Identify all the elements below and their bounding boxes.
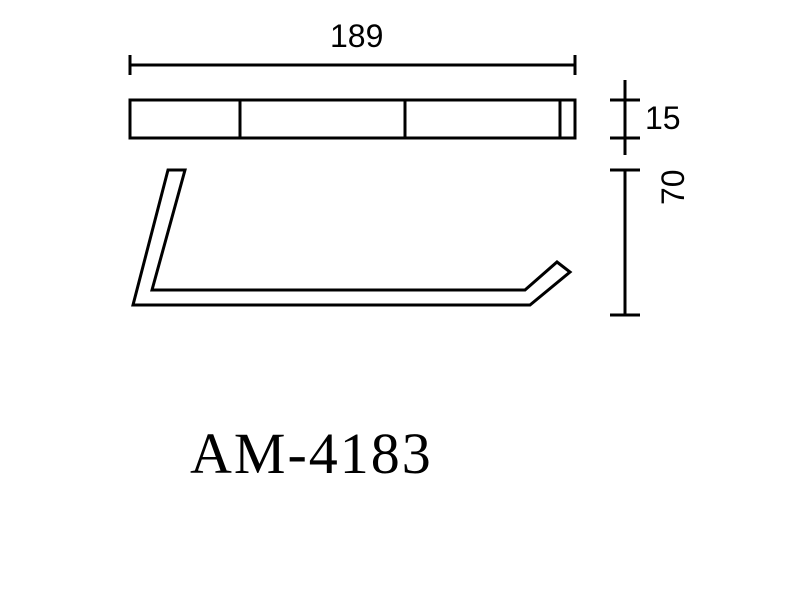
side-view xyxy=(133,170,570,305)
thickness-label: 15 xyxy=(645,100,681,137)
part-number: AM-4183 xyxy=(190,420,433,487)
height-label: 70 xyxy=(655,169,692,205)
technical-drawing xyxy=(0,0,800,600)
width-label: 189 xyxy=(330,18,383,55)
dimension-width xyxy=(130,55,575,75)
dimension-height xyxy=(610,170,640,315)
dimension-thickness xyxy=(610,80,640,155)
top-view xyxy=(130,100,575,138)
